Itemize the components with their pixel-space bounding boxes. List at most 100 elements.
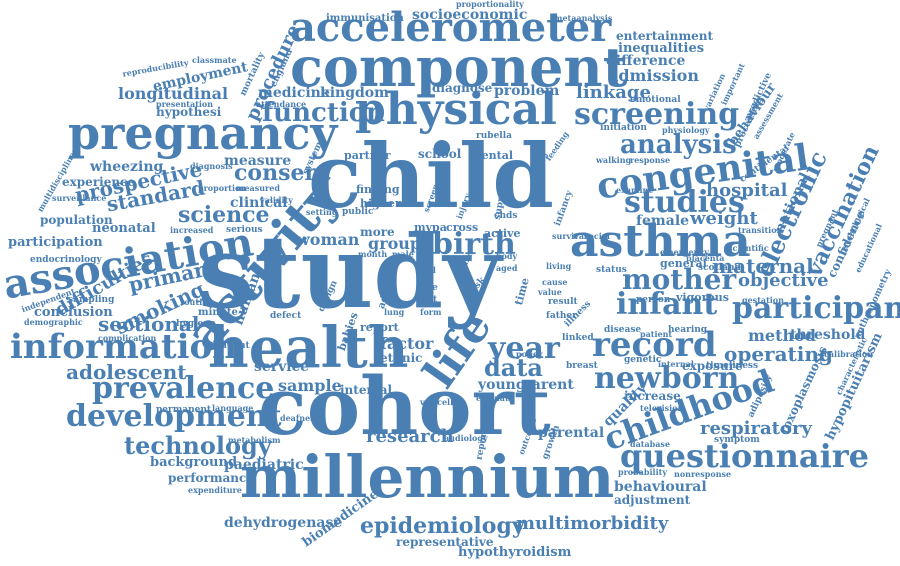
word-hypothyroidism: hypothyroidism [458, 546, 571, 559]
word-demographic: demographic [24, 318, 83, 326]
word-setting: setting [306, 208, 337, 216]
word-gestation: gestation [742, 296, 784, 304]
word-surveillance: surveillance [52, 194, 106, 202]
word-mvpa: mvpa [414, 222, 447, 233]
word-more: more [360, 226, 395, 238]
word-aged: aged [496, 264, 517, 272]
word-breast: breast [566, 362, 598, 371]
word-timeliness: timeliness [706, 362, 758, 371]
word-value: value [538, 288, 562, 296]
word-presentation: presentation [156, 100, 213, 108]
word-entertainment: entertainment [616, 30, 713, 42]
word-complication: complication [98, 334, 156, 342]
word-month: month [358, 250, 387, 258]
word-walking: walking [596, 156, 631, 164]
word-young: young [478, 378, 526, 392]
word-measured: measured [236, 184, 280, 192]
word-male: male [392, 250, 414, 258]
word-factor: factor [380, 336, 433, 352]
word-socioeconomic: socioeconomic [412, 8, 527, 22]
word-body: body [496, 252, 517, 260]
word-difference: difference [606, 54, 685, 68]
word-experience: experience [62, 176, 135, 188]
word-ethnic: ethnic [380, 352, 423, 364]
word-metaanalysis: metaanalysis [554, 14, 612, 22]
word-active: active [484, 228, 520, 239]
word-inequalities: inequalities [618, 42, 704, 55]
word-cause: cause [542, 278, 567, 286]
word-endocrinology: endocrinology [30, 256, 102, 265]
word-validity: validity [260, 196, 293, 204]
word-genetic: genetic [624, 356, 661, 365]
word-mental: mental [470, 150, 513, 161]
word-permanent: permanent [156, 406, 211, 415]
word-adolescent: adolescent [66, 362, 187, 382]
word-minute: minute [198, 308, 238, 318]
word-attendance: attendance [256, 100, 306, 108]
word-measure: measure [224, 154, 291, 168]
word-performance: performance [168, 472, 254, 484]
word-resident: resident [208, 342, 250, 351]
word-hearing: hearing [668, 326, 707, 335]
word-partner: partner [344, 150, 391, 161]
word-lung: lung [384, 308, 404, 316]
word-social: social [584, 232, 610, 240]
word-scotland: scotland [698, 264, 741, 273]
word-sample: sample [278, 378, 342, 394]
word-hygiene: hygiene [176, 320, 215, 329]
word-report: report [360, 322, 399, 333]
word-problem: problem [494, 84, 559, 98]
word-increase: increase [624, 390, 681, 402]
word-vigorous: vigorous [676, 292, 729, 303]
word-behavioural: behavioural [614, 480, 707, 494]
word-survival: survival [552, 232, 587, 240]
word-care: care [416, 284, 438, 293]
word-probability: probability [618, 468, 667, 476]
word-test: test [418, 296, 437, 305]
word-result: result [548, 298, 578, 307]
word-rubella: rubella [476, 132, 512, 141]
word-objective: objective [738, 272, 829, 290]
word-adjustment: adjustment [614, 494, 690, 506]
word-serious: serious [226, 226, 263, 235]
word-girl: girl [420, 266, 436, 274]
word-background: background [150, 456, 237, 469]
word-physiology: physiology [662, 126, 710, 134]
word-emotional: emotional [630, 96, 681, 105]
word-increased: increased [170, 226, 213, 234]
word-participation: participation [8, 236, 103, 249]
word-person: person [636, 296, 670, 305]
word-multimorbidity: multimorbidity [516, 515, 668, 533]
word-admission: admission [608, 68, 699, 84]
word-defect: defect [270, 312, 301, 321]
word-metabolism: metabolism [228, 436, 280, 444]
word-nonresponse: nonresponse [674, 470, 731, 478]
word-epidemiology: epidemiology [360, 515, 525, 537]
word-father: father [546, 312, 577, 321]
word-initiation: initiation [600, 124, 647, 133]
word-disease: disease [604, 326, 641, 335]
word-classmate: classmate [192, 56, 237, 64]
word-public: public [342, 208, 373, 217]
word-wheezing: wheezing [90, 160, 163, 174]
word-emergency: emergency [660, 248, 709, 256]
word-language: language [212, 404, 253, 412]
word-diagnose: diagnose [432, 82, 492, 94]
word-audiology: audiology [444, 434, 488, 442]
word-scientific: scientific [728, 244, 769, 252]
word-cross: cross [446, 222, 478, 233]
word-immunisation: immunisation [326, 14, 404, 24]
word-expenditure: expenditure [188, 486, 242, 494]
word-sampling: sampling [68, 296, 114, 305]
word-time: time [513, 277, 531, 307]
word-television: television [640, 404, 683, 412]
word-evaluate: evaluate [476, 394, 514, 402]
word-parent: parent [522, 378, 574, 392]
word-service: service [254, 360, 309, 374]
word-female: female [636, 214, 689, 228]
word-population: population [40, 214, 113, 226]
word-symptom: symptom [714, 436, 760, 445]
word-varicella: varicella [420, 398, 458, 406]
word-policy: policy [516, 350, 543, 358]
